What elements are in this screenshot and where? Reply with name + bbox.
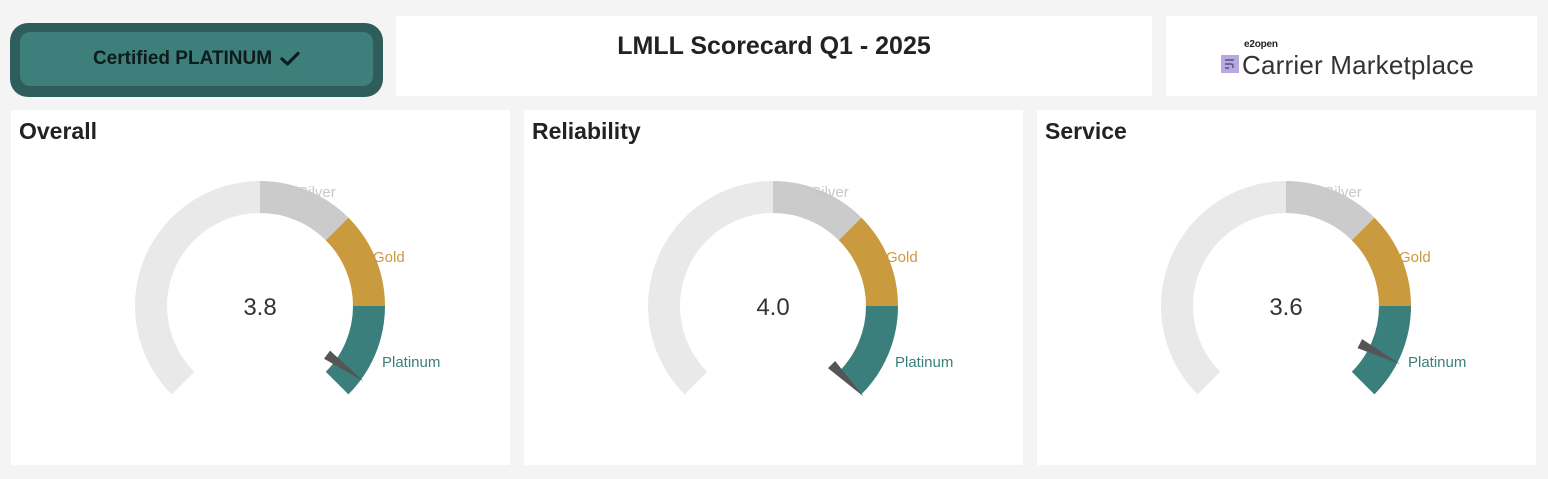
gauge-label-platinum: Platinum <box>895 354 953 371</box>
certification-badge: Certified PLATINUM <box>10 23 383 97</box>
gauge-panel-reliability: Reliability 4.0 Silver Gold Platinum <box>524 110 1023 465</box>
gauge-title: Overall <box>19 118 97 144</box>
gauge-chart: 3.8 Silver Gold Platinum <box>134 181 440 395</box>
gauge-needle <box>828 361 864 397</box>
gauge-track <box>1160 181 1286 395</box>
gauge-chart: 4.0 Silver Gold Platinum <box>647 181 953 397</box>
page-title: LMLL Scorecard Q1 - 2025 <box>617 32 931 60</box>
gauge-label-gold: Gold <box>886 249 918 266</box>
gauge-label-silver: Silver <box>811 184 849 201</box>
gauge-chart: 3.6 Silver Gold Platinum <box>1160 181 1466 395</box>
gauge-band-platinum <box>838 306 898 395</box>
logo-card: e2open Carrier Marketplace <box>1166 16 1537 96</box>
gauge-panel-service: Service 3.6 Silver Gold Platinum <box>1037 110 1536 465</box>
title-card: LMLL Scorecard Q1 - 2025 <box>396 16 1152 96</box>
gauge-band-gold <box>838 217 898 306</box>
gauge-band-silver <box>773 181 862 241</box>
gauge-band-gold <box>325 217 385 306</box>
certification-label: Certified PLATINUM <box>92 48 273 69</box>
logo-text: Carrier Marketplace <box>1242 50 1475 80</box>
gauge-label-silver: Silver <box>298 184 336 201</box>
gauge-value: 4.0 <box>756 294 789 321</box>
logo-brand-small: e2open <box>1244 39 1278 50</box>
certification-badge-inner: Certified PLATINUM <box>20 32 373 86</box>
gauge-band-silver <box>1286 181 1375 241</box>
carrier-marketplace-logo-icon <box>1221 55 1239 73</box>
gauge-label-platinum: Platinum <box>1408 354 1466 371</box>
gauge-label-silver: Silver <box>1324 184 1362 201</box>
gauge-band-platinum <box>1351 306 1411 395</box>
gauge-title: Service <box>1045 118 1127 144</box>
gauge-band-platinum <box>325 306 385 395</box>
gauge-label-gold: Gold <box>373 249 405 266</box>
gauge-track <box>134 181 260 395</box>
gauge-track <box>647 181 773 395</box>
gauge-band-gold <box>1351 217 1411 306</box>
gauge-needle <box>1357 339 1401 365</box>
gauge-label-gold: Gold <box>1399 249 1431 266</box>
checkmark-icon <box>280 51 300 66</box>
gauge-panel-overall: Overall 3.8 Silver Gold Platinum <box>11 110 510 465</box>
gauge-band-silver <box>260 181 349 241</box>
gauge-title: Reliability <box>532 118 641 144</box>
gauge-label-platinum: Platinum <box>382 354 440 371</box>
gauge-needle <box>324 350 364 382</box>
gauge-value: 3.6 <box>1269 294 1302 321</box>
gauge-value: 3.8 <box>243 294 276 321</box>
